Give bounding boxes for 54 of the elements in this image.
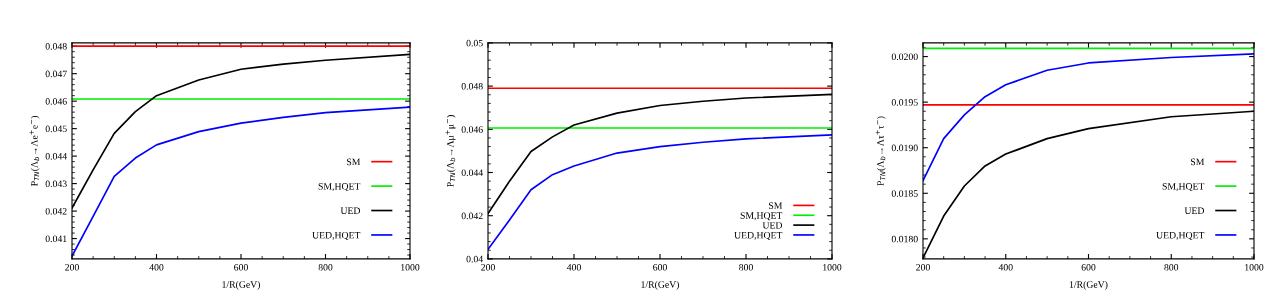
y-tick-label: 0.048	[45, 43, 67, 50]
legend-label: SM,HQET	[1162, 183, 1205, 192]
text: P$_{TN}$(Λ$_{b}$→Λτ$^{+}$τ$^{−}$)	[875, 116, 886, 186]
y-tick-label: 0.044	[461, 169, 483, 177]
y-tick-label: 0.041	[45, 235, 67, 243]
x-tick-label: 600	[1081, 264, 1096, 271]
x-tick-label: 600	[234, 264, 248, 271]
legend-label: UED	[340, 207, 361, 215]
x-tick-label: 1000	[401, 264, 420, 271]
legend-label: SM	[347, 158, 361, 166]
text: P$_{TN}$(Λ$_{b}$→Λμ$^{+}$μ$^{−}$)	[445, 115, 456, 187]
legend-label: SM	[1191, 158, 1205, 166]
x-tick-label: 1000	[823, 264, 842, 271]
y-tick-label: 0.048	[461, 83, 483, 90]
legend-label: UED,HQET	[734, 231, 783, 240]
legend-label: SM,HQET	[318, 183, 361, 192]
legend-label: UED	[1184, 207, 1205, 215]
y-tick-label: 0.044	[45, 153, 67, 160]
x-tick-label: 1000	[1245, 264, 1264, 271]
x-axis-title: 1/R(GeV)	[222, 280, 261, 290]
y-tick-label: 0.0195	[891, 99, 918, 106]
text: P$_{TN}$(Λ$_{b}$→Λe$^{+}$e$^{−}$)	[29, 115, 40, 187]
y-tick-label: 0.045	[45, 125, 67, 133]
y-tick-label: 0.043	[45, 180, 67, 188]
y-tick-label: 0.0190	[891, 144, 918, 152]
x-tick-label: 400	[998, 264, 1013, 271]
y-tick-label: 0.042	[461, 212, 483, 220]
legend-label: SM	[769, 202, 783, 209]
x-axis-title: 1/R(GeV)	[1069, 280, 1108, 290]
x-tick-label: 400	[149, 264, 164, 271]
y-tick-label: 0.047	[45, 70, 67, 78]
y-tick-label: 0.0180	[891, 235, 918, 243]
y-tick-label: 0.0200	[891, 53, 918, 61]
x-tick-label: 200	[65, 264, 79, 271]
y-tick-label: 0.04	[466, 255, 483, 263]
x-tick-label: 600	[653, 264, 667, 271]
y-tick-label: 0.05	[466, 39, 483, 47]
x-tick-label: 200	[481, 264, 495, 271]
y-tick-label: 0.042	[45, 207, 67, 215]
line-series	[488, 134, 832, 251]
y-tick-label: 0.0185	[891, 190, 918, 197]
x-tick-label: 800	[739, 264, 753, 271]
legend-label: SM,HQET	[740, 212, 783, 221]
y-tick-label: 0.046	[461, 126, 483, 133]
y-tick-label: 0.046	[45, 98, 67, 105]
x-tick-label: 400	[566, 264, 581, 271]
legend-label: UED	[762, 222, 783, 229]
x-tick-label: 800	[1164, 264, 1179, 271]
x-tick-label: 800	[318, 264, 333, 271]
x-tick-label: 200	[916, 264, 930, 271]
x-axis-title: 1/R(GeV)	[641, 280, 680, 290]
line-series	[923, 53, 1254, 182]
legend-label: UED,HQET	[312, 231, 361, 240]
legend-label: UED,HQET	[1156, 231, 1205, 240]
